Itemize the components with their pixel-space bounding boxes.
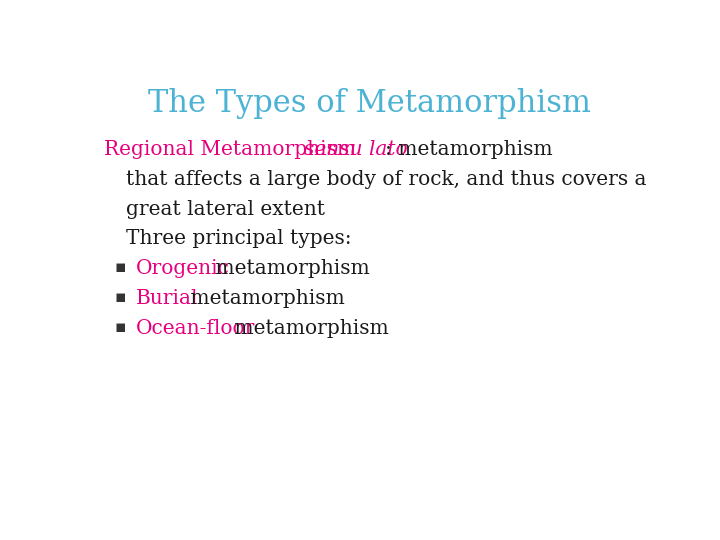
Text: Burial: Burial (136, 289, 198, 308)
Text: ▪: ▪ (114, 319, 126, 336)
Text: ▪: ▪ (114, 259, 126, 276)
Text: Ocean-floor: Ocean-floor (136, 319, 255, 338)
Text: sensu lato: sensu lato (305, 140, 408, 159)
Text: : metamorphism: : metamorphism (384, 140, 552, 159)
Text: metamorphism: metamorphism (209, 259, 369, 279)
Text: metamorphism: metamorphism (184, 289, 345, 308)
Text: The Types of Metamorphism: The Types of Metamorphism (148, 87, 590, 119)
Text: metamorphism: metamorphism (228, 319, 389, 338)
Text: Orogenic: Orogenic (136, 259, 230, 279)
Text: great lateral extent: great lateral extent (126, 199, 325, 219)
Text: Three principal types:: Three principal types: (126, 230, 352, 248)
Text: that affects a large body of rock, and thus covers a: that affects a large body of rock, and t… (126, 170, 647, 188)
Text: Regional Metamorphism: Regional Metamorphism (104, 140, 362, 159)
Text: ▪: ▪ (114, 289, 126, 306)
